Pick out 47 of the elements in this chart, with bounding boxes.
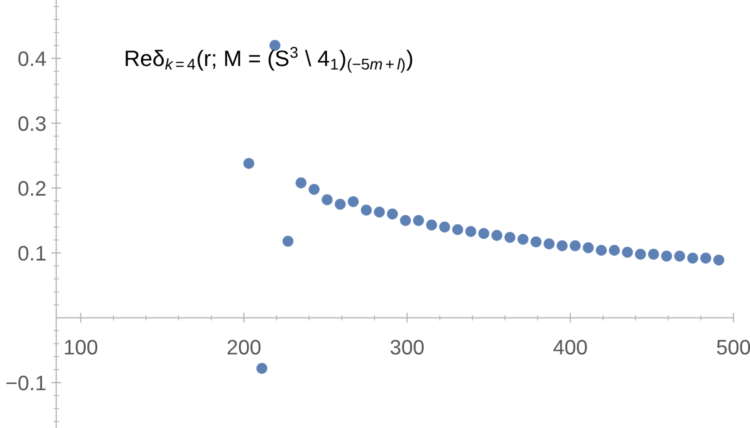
point	[635, 248, 646, 260]
point	[622, 246, 633, 258]
point	[465, 226, 476, 237]
point	[491, 230, 502, 241]
x-tick-label: 200	[228, 340, 260, 355]
point	[713, 254, 724, 266]
point	[360, 204, 372, 216]
point	[282, 236, 294, 247]
point	[308, 184, 320, 195]
point	[556, 240, 568, 252]
point	[674, 250, 686, 262]
point	[596, 244, 607, 256]
point	[518, 234, 528, 245]
point	[426, 220, 438, 230]
point	[400, 215, 411, 226]
point	[687, 252, 698, 264]
x-tick-label: 300	[390, 340, 424, 355]
point	[608, 244, 620, 256]
point	[700, 252, 712, 264]
point	[296, 177, 307, 188]
point	[544, 238, 555, 250]
point	[334, 198, 346, 210]
point	[386, 208, 398, 220]
point	[413, 215, 424, 226]
x-tick-label: 400	[553, 340, 587, 355]
point	[582, 242, 594, 254]
y-tick-label: −0.1	[6, 376, 46, 390]
point	[530, 236, 542, 248]
point	[648, 248, 660, 260]
point	[661, 250, 672, 262]
point	[452, 224, 464, 236]
point	[322, 194, 333, 206]
y-tick-label: 0.3	[18, 116, 46, 131]
x-tick-label: 500	[716, 340, 750, 355]
point	[374, 206, 385, 218]
point	[243, 158, 254, 169]
point	[256, 362, 268, 374]
x-tick-label: 100	[64, 340, 98, 355]
y-tick-label: 0.1	[18, 246, 46, 261]
y-tick-label: 0.2	[18, 181, 46, 196]
point	[570, 240, 581, 252]
y-tick-label: 0.4	[18, 51, 46, 66]
text: Reδ$_{k=4}$(r; M = (S$^{3}$ \ 4$_{1}$)$_{(−5m+l)}$)	[126, 46, 412, 73]
point	[478, 228, 490, 239]
point	[439, 222, 450, 232]
point	[348, 196, 359, 208]
point	[504, 232, 516, 243]
